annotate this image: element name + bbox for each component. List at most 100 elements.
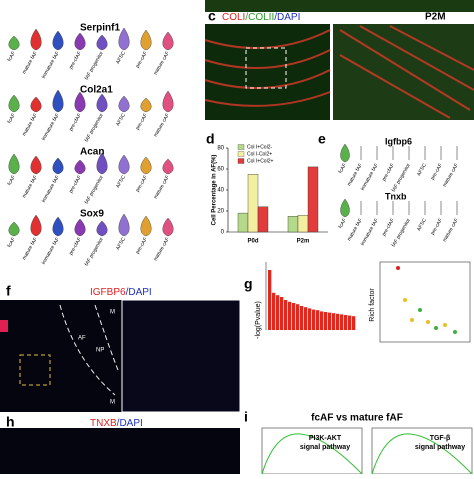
pathway: TGF-β [430,435,451,442]
stain: TNXB/DAPI [90,418,143,429]
x-tick-label: pre-cAF [430,218,444,236]
x-tick-label: immature fAF [41,175,61,204]
violin [140,215,152,237]
x-tick-label: fcAF [7,51,17,63]
region: NP [96,348,104,354]
violin [340,143,350,163]
stain-a: COLI [222,12,245,23]
plot-frame [371,427,473,475]
x-tick-label: pre-cAF [430,163,444,181]
x-tick-label: mature cAF [153,113,171,138]
x-tick-label: mature fAF [21,51,39,75]
violin [30,96,42,113]
zoom-box [19,354,51,386]
fibers [204,25,474,119]
bar [332,313,336,330]
x-tick-label: pre-cfAF [381,163,396,183]
violin [118,95,130,113]
x-tick-label: fAF progenitor [84,112,105,143]
x-tick-label: AFSC [115,112,127,127]
region: M [110,400,115,406]
gene-label: Sox9 [80,209,104,220]
bar [344,315,348,330]
bar [307,166,319,233]
x-tick-label: pre-cfAF [68,51,83,71]
x-tick-label: fAF progenitor [84,236,105,267]
x-tick-label: fcAF [7,175,17,187]
x-tick-label: pre-cfAF [68,113,83,133]
x-tick-label: immature fAF [41,113,61,142]
violin [52,216,64,237]
violin [8,221,20,237]
x-tick-label: mature fAF [346,218,364,242]
bar [308,308,312,330]
violin [74,218,86,237]
violin [162,158,174,175]
bar [312,309,316,330]
stain-c: /DAPI [274,12,300,23]
y-tick-label: 40 [217,188,224,194]
x-tick-label: mature cAF [442,218,460,243]
x-tick-label: P2m [297,239,310,245]
y-tick-label: 20 [217,209,224,215]
x-tick-label: fcAF [338,163,348,175]
x-tick-label: mature cAF [153,51,171,76]
x-tick-label: pre-cAF [135,51,149,69]
y-label: Rich factor [369,288,376,322]
y-tick-label: 0 [221,230,225,236]
micrograph [121,299,241,413]
es-curve [371,433,473,475]
y-label: Cell Percentage in AF(%) [212,155,218,226]
bar [297,214,309,233]
violin [8,153,20,175]
legend-swatch [237,151,245,157]
x-tick-label: mature cAF [153,237,171,262]
legend-swatch [237,144,245,150]
x-tick-label: fcAF [7,237,17,249]
violin [52,89,64,113]
x-tick-label: fAF progenitor [84,174,105,205]
stain-a: IGFBP6 [90,287,126,298]
bar [348,315,352,330]
bar [257,206,269,233]
gene-label: Tnxb [385,191,407,201]
violin [30,28,42,51]
boundary [59,304,119,396]
violin [96,152,108,175]
violin [162,90,174,113]
bar [320,311,324,330]
stain-a: TNXB [90,418,117,429]
violin [96,220,108,237]
bar [328,312,332,330]
signal [0,320,8,332]
bar [340,314,344,330]
region: AF [78,336,86,342]
bar [284,300,288,330]
gene-label: Igfbp6 [385,136,412,146]
bar [276,295,280,330]
bar [287,216,299,233]
x-tick-label: fAF progenitor [84,50,105,81]
bar [280,297,284,330]
x-tick-label: mature cAF [153,175,171,200]
region: M [110,310,115,316]
pathway: signal pathway [415,444,465,451]
stain-b: /DAPI [126,287,152,298]
bar [247,174,259,233]
stain: IGFBP6/DAPI [90,287,152,298]
bar [288,301,292,330]
stain: COLI/COLII/DAPI [222,12,300,23]
legend-label: Col I+Col2+ [247,158,273,164]
stain-b: /COLII [245,12,274,23]
violin [30,214,42,237]
y-tick-label: 60 [217,167,224,173]
panel-letter: e [318,131,326,147]
x-tick-label: mature fAF [21,175,39,199]
bar [336,313,340,330]
legend-label: Col I+Col2- [247,144,272,150]
bar [292,303,296,330]
x-tick-label: pre-cfAF [68,175,83,195]
bar [300,306,304,330]
x-tick-label: mature fAF [21,237,39,261]
